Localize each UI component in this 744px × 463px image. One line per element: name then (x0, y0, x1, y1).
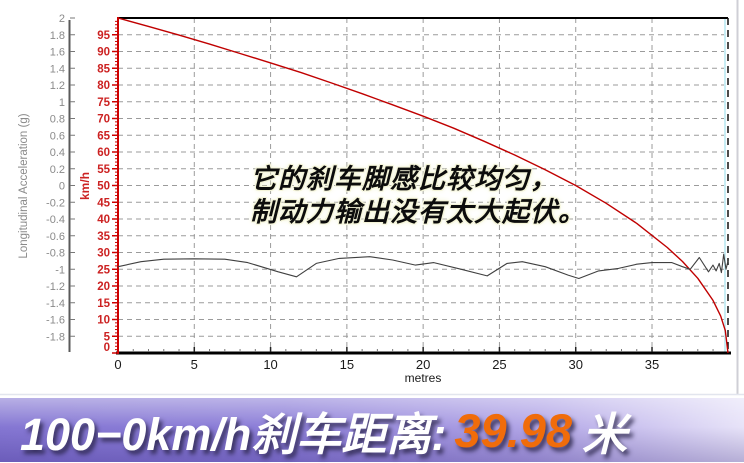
svg-text:5: 5 (191, 357, 198, 372)
svg-text:80: 80 (97, 80, 110, 92)
svg-text:40: 40 (97, 214, 110, 226)
svg-text:2: 2 (59, 13, 65, 25)
svg-text:10: 10 (97, 315, 110, 327)
svg-text:-0.2: -0.2 (46, 197, 65, 209)
svg-text:30: 30 (97, 248, 110, 260)
svg-text:-1.2: -1.2 (46, 281, 65, 293)
svg-text:20: 20 (97, 281, 110, 293)
svg-text:50: 50 (97, 181, 110, 193)
svg-text:1.8: 1.8 (50, 30, 65, 42)
svg-text:-1.4: -1.4 (46, 298, 65, 310)
svg-text:20: 20 (416, 357, 430, 372)
svg-text:-0.8: -0.8 (46, 248, 65, 260)
svg-text:-1.6: -1.6 (46, 315, 65, 327)
svg-text:0.4: 0.4 (50, 147, 65, 159)
h-gridlines (118, 34, 728, 337)
x-axis: 0 5 10 15 20 25 30 35 metres (114, 347, 731, 385)
svg-text:0: 0 (114, 357, 121, 372)
annotation-text: 它的刹车脚感比较均匀， 制动力输出没有太大起伏。 (250, 163, 586, 229)
svg-text:0: 0 (59, 181, 65, 193)
svg-text:70: 70 (97, 114, 110, 126)
accel-axis-label: Longitudinal Acceleration (g) (18, 113, 30, 258)
svg-text:1.4: 1.4 (50, 63, 65, 75)
svg-text:15: 15 (340, 357, 354, 372)
chart-area: 0 5 10 15 20 25 30 35 metres 0 5 10 15 20 25 30 35 40 45 50… (0, 0, 744, 396)
svg-text:25: 25 (97, 264, 110, 276)
banner-value: 39.98 (454, 403, 573, 457)
svg-text:1: 1 (59, 97, 65, 109)
svg-text:-0.6: -0.6 (46, 231, 65, 243)
svg-text:90: 90 (97, 47, 110, 59)
svg-text:10: 10 (263, 357, 277, 372)
svg-text:75: 75 (97, 97, 110, 109)
svg-text:-1: -1 (55, 264, 65, 276)
svg-text:95: 95 (97, 30, 110, 42)
annotation-line-2: 制动力输出没有太大起伏。 (250, 197, 586, 227)
speed-curve (117, 17, 729, 354)
svg-text:85: 85 (97, 63, 110, 75)
braking-chart: 0 5 10 15 20 25 30 35metres05101520253035404550… (0, 0, 744, 396)
svg-text:25: 25 (492, 357, 506, 372)
svg-text:55: 55 (97, 164, 110, 176)
v-gridlines (193, 18, 653, 353)
speed-axis-label: km/h (78, 172, 92, 200)
svg-text:1.2: 1.2 (50, 80, 65, 92)
plot-frame (118, 17, 729, 353)
svg-text:5: 5 (104, 331, 111, 343)
banner-label: 100−0km/h刹车距离: (20, 408, 447, 460)
svg-text:0.6: 0.6 (50, 130, 65, 142)
accel-curve (117, 253, 729, 280)
svg-text:-1.8: -1.8 (46, 331, 65, 343)
svg-text:0.2: 0.2 (50, 164, 65, 176)
y-axis-speed: 05 10 15 20 25 30 35 40 45 50 55 60 65 70 75 80 85 90 95 km… (78, 17, 119, 354)
svg-text:1.6: 1.6 (50, 47, 65, 59)
svg-text:65: 65 (97, 130, 110, 142)
svg-text:45: 45 (97, 197, 110, 209)
svg-text:35: 35 (97, 231, 110, 243)
banner-unit: 米 (582, 408, 628, 460)
svg-text:0.8: 0.8 (50, 114, 65, 126)
svg-text:-0.4: -0.4 (46, 214, 65, 226)
svg-text:35: 35 (645, 357, 659, 372)
x-axis-label: metres (405, 371, 442, 385)
svg-text:60: 60 (97, 147, 110, 159)
svg-text:0: 0 (104, 342, 110, 354)
y-axis-accel: -1.8 -1.6 -1.4 -1.2 -1 -0.8 -0.6 -0.4 -0.2 0 0.2 0.… (18, 13, 75, 352)
svg-text:15: 15 (97, 298, 110, 310)
svg-text:30: 30 (568, 357, 582, 372)
result-banner: 100−0km/h刹车距离: 39.98 米 (0, 398, 744, 462)
annotation-line-1: 它的刹车脚感比较均匀， (250, 164, 558, 194)
